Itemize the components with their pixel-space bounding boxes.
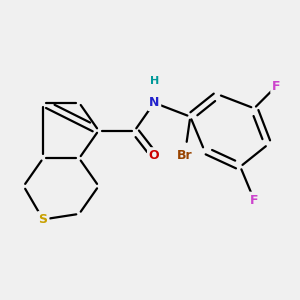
Text: N: N — [149, 96, 159, 109]
Text: O: O — [149, 149, 160, 162]
Text: S: S — [39, 213, 48, 226]
Text: F: F — [250, 194, 258, 206]
Text: H: H — [149, 76, 159, 85]
Text: Br: Br — [177, 149, 193, 162]
Text: F: F — [272, 80, 281, 93]
